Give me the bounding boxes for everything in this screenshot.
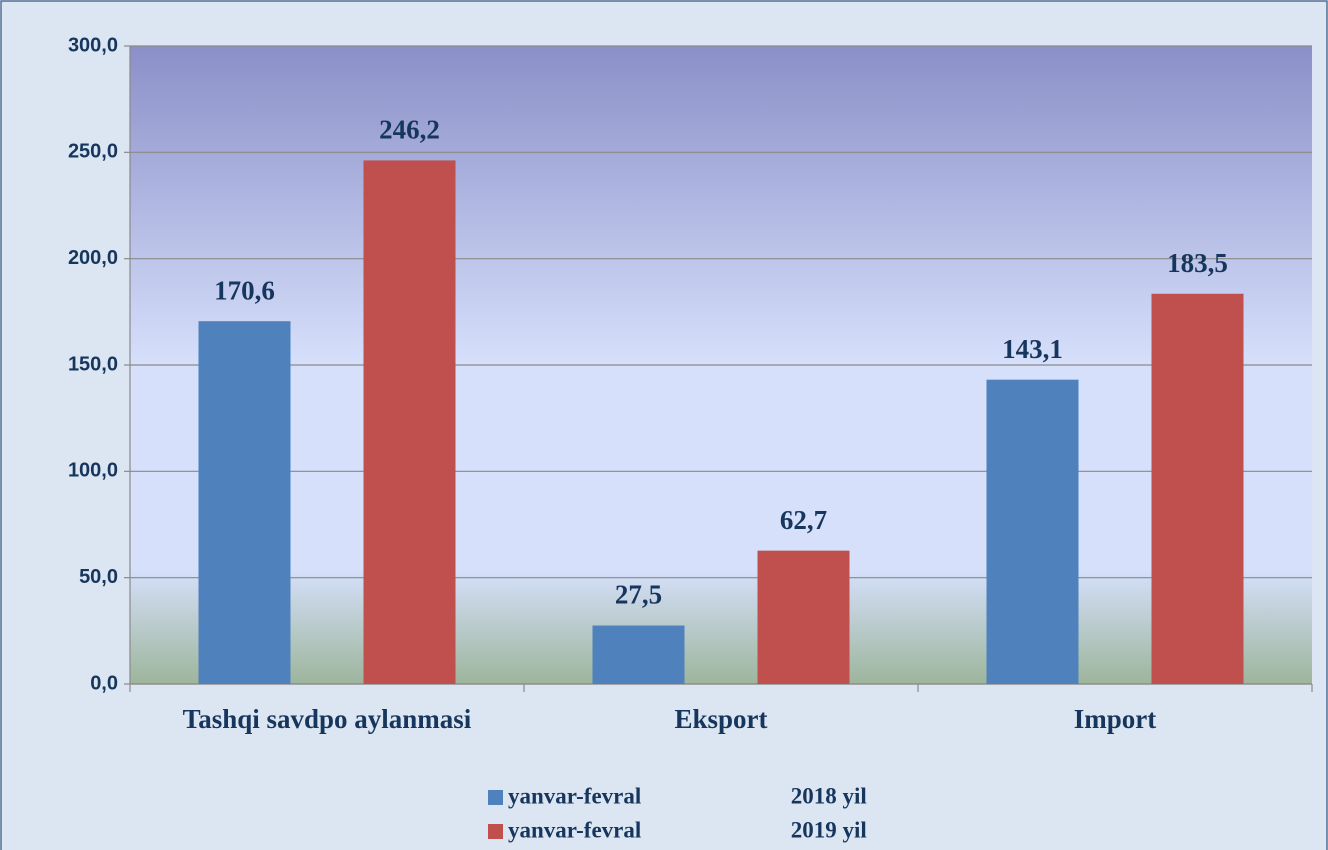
data-label: 62,7 — [780, 505, 827, 535]
data-label: 170,6 — [214, 275, 275, 305]
bar — [986, 379, 1079, 684]
x-tick-label: Tashqi savdpo aylanmasi — [183, 704, 472, 734]
legend-label: yanvar-fevral 2018 yil — [508, 783, 867, 808]
bar — [363, 160, 456, 684]
legend-swatch — [488, 824, 503, 839]
x-tick-label: Eksport — [674, 704, 767, 734]
y-tick-label: 0,0 — [90, 672, 118, 694]
x-tick-label: Import — [1074, 704, 1157, 734]
data-label: 143,1 — [1002, 334, 1063, 364]
legend-swatch — [488, 790, 503, 805]
bar — [198, 321, 291, 684]
y-tick-label: 200,0 — [68, 247, 118, 269]
data-label: 183,5 — [1167, 248, 1228, 278]
bar — [592, 625, 685, 684]
y-tick-label: 150,0 — [68, 353, 118, 375]
y-tick-label: 50,0 — [79, 566, 118, 588]
y-tick-label: 250,0 — [68, 141, 118, 163]
bar — [757, 550, 850, 684]
legend-label: yanvar-fevral 2019 yil — [508, 817, 867, 842]
bar — [1151, 293, 1244, 684]
y-tick-label: 300,0 — [68, 34, 118, 56]
y-tick-label: 100,0 — [68, 460, 118, 482]
data-label: 246,2 — [379, 115, 440, 145]
data-label: 27,5 — [615, 580, 662, 610]
